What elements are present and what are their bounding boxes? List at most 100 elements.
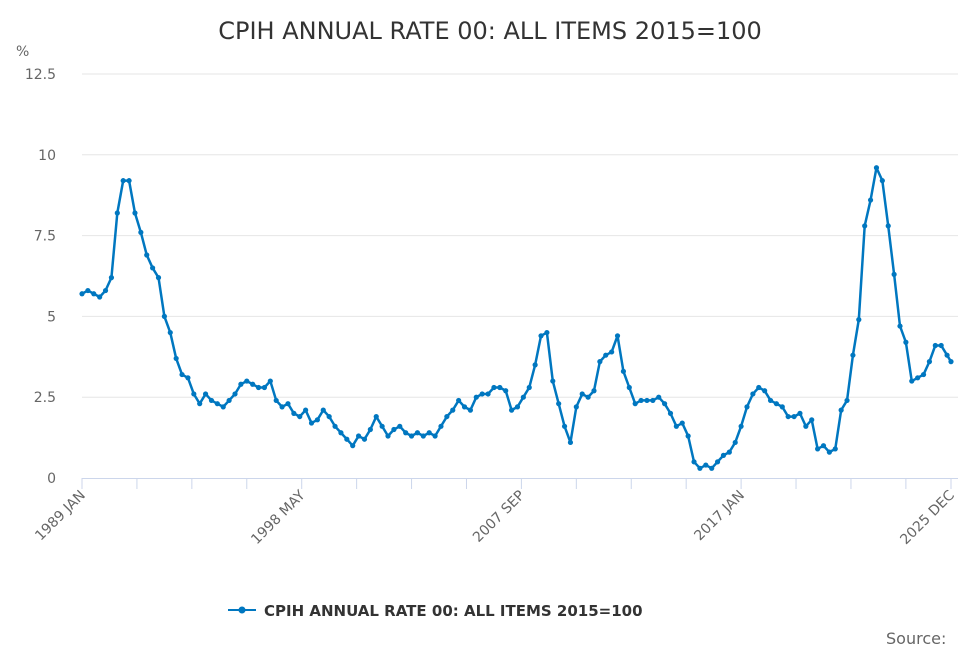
data-point — [367, 426, 373, 433]
data-point — [491, 384, 497, 391]
data-point — [332, 423, 338, 429]
data-point — [438, 423, 444, 429]
data-point — [508, 407, 515, 413]
data-point — [626, 384, 632, 391]
data-point — [108, 275, 115, 281]
x-tick-label: 2007 SEP — [470, 488, 528, 546]
legend-marker-icon — [238, 606, 246, 614]
data-point — [226, 397, 232, 404]
data-point — [867, 197, 874, 203]
data-point — [155, 275, 162, 281]
data-point — [79, 291, 85, 297]
data-point — [909, 378, 915, 384]
source-label: Source: — [886, 629, 946, 648]
data-point — [538, 333, 544, 339]
data-point — [267, 378, 273, 384]
data-point — [91, 291, 97, 297]
data-point — [132, 210, 138, 216]
data-point — [273, 397, 279, 404]
data-point — [850, 352, 856, 358]
data-point — [744, 404, 750, 410]
data-point — [179, 371, 185, 378]
data-point — [279, 404, 285, 410]
data-point — [456, 397, 462, 404]
data-point — [385, 433, 391, 439]
data-point — [679, 420, 685, 426]
data-point — [673, 423, 679, 429]
data-point — [862, 223, 868, 229]
data-point — [732, 439, 738, 446]
legend[interactable]: CPIH ANNUAL RATE 00: ALL ITEMS 2015=100 — [228, 602, 643, 620]
y-tick-label: 2.5 — [34, 390, 56, 406]
data-point — [520, 394, 526, 400]
data-point — [373, 413, 379, 420]
y-tick-label: 0 — [47, 471, 56, 487]
data-point — [261, 384, 268, 391]
data-point — [903, 339, 909, 345]
data-point — [714, 459, 721, 465]
data-point — [603, 352, 609, 358]
data-point — [720, 452, 727, 458]
data-point — [220, 404, 226, 410]
data-point — [473, 394, 479, 400]
y-tick-label: 12.5 — [25, 67, 56, 83]
data-point — [573, 404, 579, 410]
data-point — [809, 417, 815, 423]
data-point — [138, 229, 144, 235]
data-point — [662, 401, 668, 407]
data-point — [191, 391, 197, 397]
data-point — [467, 407, 474, 413]
data-point — [408, 433, 415, 439]
data-point — [691, 459, 697, 465]
data-point — [214, 401, 220, 407]
data-point — [726, 449, 732, 455]
data-point — [685, 433, 691, 439]
x-tick-label: 2017 JAN — [691, 488, 748, 545]
data-point — [791, 413, 797, 420]
data-point — [597, 359, 603, 365]
data-point — [561, 423, 568, 429]
data-point — [697, 465, 703, 471]
data-point — [232, 391, 238, 397]
data-point — [379, 423, 385, 429]
data-point — [944, 352, 950, 358]
data-point — [397, 423, 403, 429]
data-point — [920, 371, 927, 378]
data-point — [832, 446, 838, 452]
data-point — [326, 413, 332, 420]
data-point — [803, 423, 809, 429]
data-point — [350, 443, 356, 449]
data-point — [202, 391, 209, 397]
data-point — [526, 384, 532, 391]
data-point — [238, 381, 244, 387]
x-tick-label: 2025 DEC — [897, 487, 958, 548]
data-point — [709, 465, 715, 471]
y-tick-label: 7.5 — [34, 229, 56, 245]
data-point — [314, 417, 320, 423]
data-point — [308, 420, 315, 426]
data-point — [173, 355, 179, 362]
data-point — [885, 223, 891, 229]
data-point — [450, 407, 456, 413]
data-point — [432, 433, 438, 439]
data-point — [297, 413, 303, 420]
y-axis-unit-label: % — [16, 44, 29, 60]
data-point — [838, 407, 844, 413]
data-point — [762, 388, 768, 394]
data-point — [779, 404, 785, 410]
data-point — [197, 401, 203, 407]
data-point — [826, 449, 832, 455]
y-tick-label: 10 — [38, 148, 56, 164]
data-point — [285, 401, 291, 407]
data-point — [303, 407, 309, 413]
x-tick-label: 1998 MAY — [248, 487, 309, 548]
data-point — [320, 407, 326, 413]
legend-label[interactable]: CPIH ANNUAL RATE 00: ALL ITEMS 2015=100 — [264, 602, 643, 620]
data-point — [532, 362, 538, 368]
data-point — [873, 165, 880, 171]
data-point — [503, 388, 509, 394]
data-point — [479, 391, 485, 397]
data-point — [161, 313, 167, 319]
data-point — [773, 401, 780, 407]
